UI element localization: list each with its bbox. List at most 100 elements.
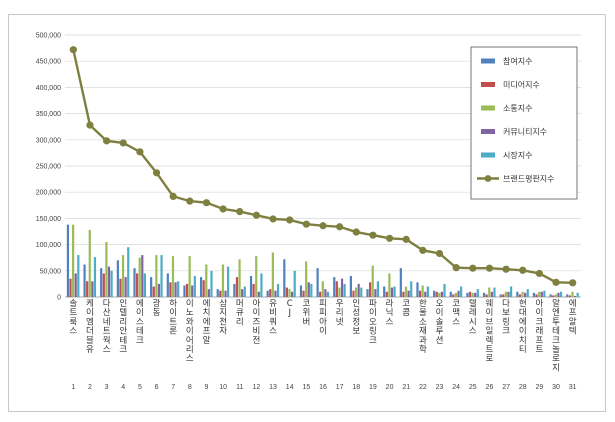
legend-label: 커뮤니티지수 xyxy=(503,127,547,137)
bar-1-2 xyxy=(83,264,86,297)
bar-1-27 xyxy=(499,294,502,297)
bar-3-22 xyxy=(421,285,424,297)
bar-5-3 xyxy=(110,270,113,297)
bar-3-8 xyxy=(188,256,191,297)
bar-2-17 xyxy=(335,281,338,297)
bar-1-20 xyxy=(383,286,386,297)
rank-label: 21 xyxy=(402,384,410,391)
bar-2-1 xyxy=(69,278,72,297)
bar-4-14 xyxy=(291,291,294,297)
line-point-1 xyxy=(69,46,77,54)
bar-2-11 xyxy=(235,277,239,297)
legend-label: 브랜드평판지수 xyxy=(503,174,555,184)
bar-4-10 xyxy=(224,290,227,297)
rank-label: 26 xyxy=(486,384,494,391)
y-tick-label: 100,000 xyxy=(36,242,61,249)
line-point-14 xyxy=(286,216,294,224)
bar-4-27 xyxy=(507,291,510,297)
line-point-2 xyxy=(86,121,94,129)
bar-1-11 xyxy=(233,283,236,297)
rank-label: 31 xyxy=(569,384,577,391)
bar-2-13 xyxy=(269,289,272,297)
bar-2-20 xyxy=(385,291,388,297)
line-point-11 xyxy=(236,207,244,216)
bar-1-14 xyxy=(283,259,286,297)
line-point-13 xyxy=(269,215,277,223)
bar-3-11 xyxy=(238,259,241,297)
bar-5-5 xyxy=(143,273,146,297)
bar-4-13 xyxy=(274,290,277,297)
bar-3-2 xyxy=(88,229,91,297)
bar-4-7 xyxy=(174,282,177,297)
bar-4-26 xyxy=(490,291,493,297)
bar-4-28 xyxy=(524,292,527,297)
bar-5-24 xyxy=(460,286,463,297)
legend-label: 참여지수 xyxy=(503,56,532,66)
rank-label: 1 xyxy=(71,384,75,391)
y-tick-label: 250,000 xyxy=(36,164,61,171)
rank-label: 17 xyxy=(336,384,344,391)
bar-1-1 xyxy=(66,224,70,297)
line-point-4 xyxy=(119,139,127,147)
rank-label: 19 xyxy=(369,384,377,391)
bar-5-29 xyxy=(543,290,546,297)
line-point-25 xyxy=(469,264,477,272)
bar-2-8 xyxy=(185,283,189,297)
rank-label: 22 xyxy=(419,384,427,391)
bar-1-3 xyxy=(100,268,103,297)
line-point-22 xyxy=(419,246,427,254)
bar-1-8 xyxy=(183,285,186,297)
bar-2-28 xyxy=(518,294,522,297)
brand-reputation-chart: 0 50,000 100,000 150,000 200,000 250,000 300,0… xyxy=(36,33,581,391)
bar-5-31 xyxy=(576,292,579,297)
bar-5-11 xyxy=(243,286,246,297)
legend-box xyxy=(470,46,578,200)
rank-label: 28 xyxy=(519,384,527,391)
bar-2-12 xyxy=(252,283,255,297)
bar-3-3 xyxy=(105,241,108,297)
bar-1-19 xyxy=(366,289,369,297)
bar-3-6 xyxy=(155,255,158,297)
line-point-19 xyxy=(369,231,377,239)
rank-label: 2 xyxy=(88,384,92,391)
line-point-3 xyxy=(103,137,111,145)
rank-label: 25 xyxy=(469,384,477,391)
rank-label: 15 xyxy=(302,384,310,391)
bar-1-18 xyxy=(349,276,352,297)
bar-4-1 xyxy=(74,273,77,297)
rank-label: 8 xyxy=(188,384,192,391)
line-point-8 xyxy=(186,197,194,205)
bar-4-6 xyxy=(157,283,161,297)
y-tick-label: 50,000 xyxy=(40,268,62,275)
bar-5-20 xyxy=(393,286,396,297)
bar-5-23 xyxy=(443,283,446,297)
line-point-17 xyxy=(336,223,344,231)
bar-3-10 xyxy=(221,264,225,297)
bar-3-1 xyxy=(72,224,75,297)
bar-3-9 xyxy=(205,264,208,297)
bar-1-12 xyxy=(249,276,253,297)
rank-label: 23 xyxy=(436,384,444,391)
y-tick-label: 0 xyxy=(57,295,61,302)
bar-5-22 xyxy=(426,286,429,297)
bar-4-29 xyxy=(540,291,543,297)
bar-3-20 xyxy=(388,273,391,297)
bar-1-6 xyxy=(150,277,153,297)
legend-swatch xyxy=(481,82,495,87)
legend-line-marker xyxy=(484,175,492,182)
x-axis-category-labels: 솔 트 룩 스 케 이 엠 더 블 유 다 산 네 트 웍 스 인 텔 리 안 테 크 에 이 스 테 크 광 동 하 이 트 론 이 노 와 이 어 리 스… xyxy=(69,298,576,373)
bar-2-25 xyxy=(468,291,472,297)
line-point-20 xyxy=(385,234,394,242)
y-tick-label: 150,000 xyxy=(36,216,61,223)
